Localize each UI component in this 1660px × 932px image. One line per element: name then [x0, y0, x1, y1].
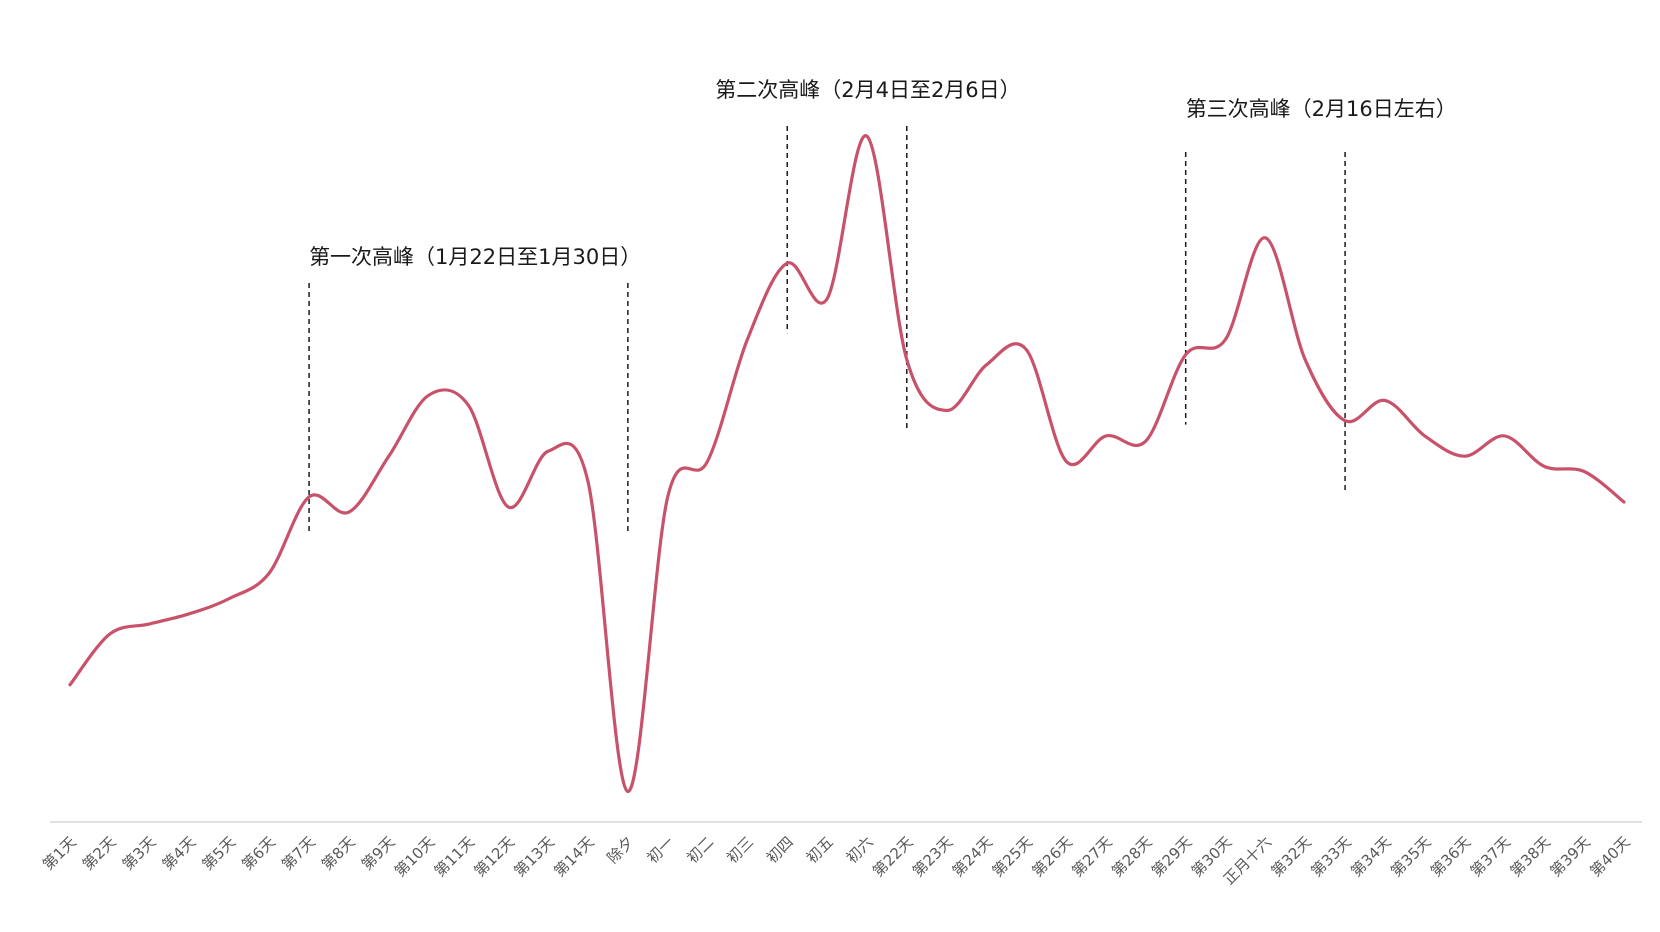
data-point-33 [1343, 419, 1347, 423]
data-point-32 [1303, 358, 1307, 362]
data-point-2 [108, 632, 112, 636]
x-tick-label: 第8天 [318, 833, 359, 874]
x-tick-label: 第7天 [278, 833, 319, 874]
data-point-6 [267, 571, 271, 575]
data-point-13 [546, 449, 550, 453]
data-point-5 [227, 596, 231, 600]
x-tick-label: 第33天 [1307, 833, 1354, 880]
annotation-1-label: 第一次高峰（1月22日至1月30日） [309, 245, 641, 269]
data-point-16 [666, 495, 670, 499]
x-tick-label: 第23天 [909, 833, 956, 880]
x-tick-label: 第34天 [1347, 833, 1394, 880]
x-tick-labels: 第1天 第2天 第3天 第4天 第5天 第6天 第7天 第8天 第9天第10天第11天第12天第… [39, 833, 1634, 888]
x-tick-label: 第12天 [471, 833, 518, 880]
x-tick-label: 第5天 [198, 833, 239, 874]
x-tick-label: 第25天 [989, 833, 1036, 880]
data-point-3 [148, 622, 152, 626]
data-point-19 [785, 261, 789, 265]
data-point-27 [1104, 434, 1108, 438]
x-tick-label: 初四 [763, 833, 797, 867]
x-tick-label: 第3天 [119, 833, 160, 874]
data-point-31 [1263, 236, 1267, 240]
series-points [68, 134, 1626, 793]
data-point-21 [865, 134, 869, 138]
data-point-9 [387, 454, 391, 458]
data-point-36 [1463, 454, 1467, 458]
x-tick-label: 第32天 [1268, 833, 1315, 880]
x-tick-label: 第40天 [1586, 833, 1633, 880]
data-point-14 [586, 480, 590, 484]
data-point-17 [706, 459, 710, 463]
annotation-3-label: 第三次高峰（2月16日左右） [1186, 97, 1457, 121]
x-tick-label: 初二 [683, 833, 717, 867]
data-point-29 [1184, 353, 1188, 357]
x-tick-label: 第4天 [159, 833, 200, 874]
x-tick-label: 第11天 [431, 833, 478, 880]
x-tick-label: 第6天 [238, 833, 279, 874]
data-point-25 [1024, 348, 1028, 352]
x-tick-label: 第10天 [391, 833, 438, 880]
data-point-34 [1383, 398, 1387, 402]
data-point-12 [506, 505, 510, 509]
data-point-26 [1064, 459, 1068, 463]
data-point-30 [1224, 337, 1228, 341]
data-point-7 [307, 495, 311, 499]
x-tick-label: 初六 [843, 833, 877, 867]
x-tick-label: 第29天 [1148, 833, 1195, 880]
data-point-37 [1502, 434, 1506, 438]
x-tick-label: 初一 [643, 833, 677, 867]
series-line [68, 134, 1626, 794]
data-point-28 [1144, 439, 1148, 443]
x-tick-label: 第24天 [949, 833, 996, 880]
data-point-10 [427, 393, 431, 397]
x-tick-label: 第28天 [1108, 833, 1155, 880]
x-tick-label: 第27天 [1068, 833, 1115, 880]
x-tick-label: 第2天 [79, 833, 120, 874]
annotation-2-label: 第二次高峰（2月4日至2月6日） [715, 78, 1020, 102]
data-point-11 [466, 403, 470, 407]
data-point-4 [188, 612, 192, 616]
x-tick-label: 初三 [723, 833, 757, 867]
data-point-39 [1582, 469, 1586, 473]
data-point-20 [825, 297, 829, 301]
x-tick-label: 第39天 [1546, 833, 1593, 880]
data-point-23 [945, 409, 949, 413]
x-tick-label: 第37天 [1467, 833, 1514, 880]
data-point-8 [347, 510, 351, 514]
data-point-15 [626, 790, 630, 794]
x-tick-label: 第14天 [550, 833, 597, 880]
data-point-38 [1542, 464, 1546, 468]
data-point-40 [1622, 500, 1626, 504]
data-point-1 [68, 683, 72, 687]
x-tick-label: 除夕 [604, 833, 638, 867]
x-tick-label: 第38天 [1507, 833, 1554, 880]
data-point-18 [745, 337, 749, 341]
x-tick-label: 第35天 [1387, 833, 1434, 880]
x-tick-label: 第36天 [1427, 833, 1474, 880]
x-tick-label: 初五 [803, 833, 837, 867]
data-point-22 [905, 358, 909, 362]
data-point-24 [984, 363, 988, 367]
x-tick-label: 第1天 [39, 833, 80, 874]
annotations: 第一次高峰（1月22日至1月30日） 第二次高峰（2月4日至2月6日） 第三次高峰（… [308, 78, 1457, 535]
x-tick-label: 第26天 [1028, 833, 1075, 880]
x-tick-label: 第13天 [510, 833, 557, 880]
data-point-35 [1423, 434, 1427, 438]
x-tick-label: 第22天 [869, 833, 916, 880]
